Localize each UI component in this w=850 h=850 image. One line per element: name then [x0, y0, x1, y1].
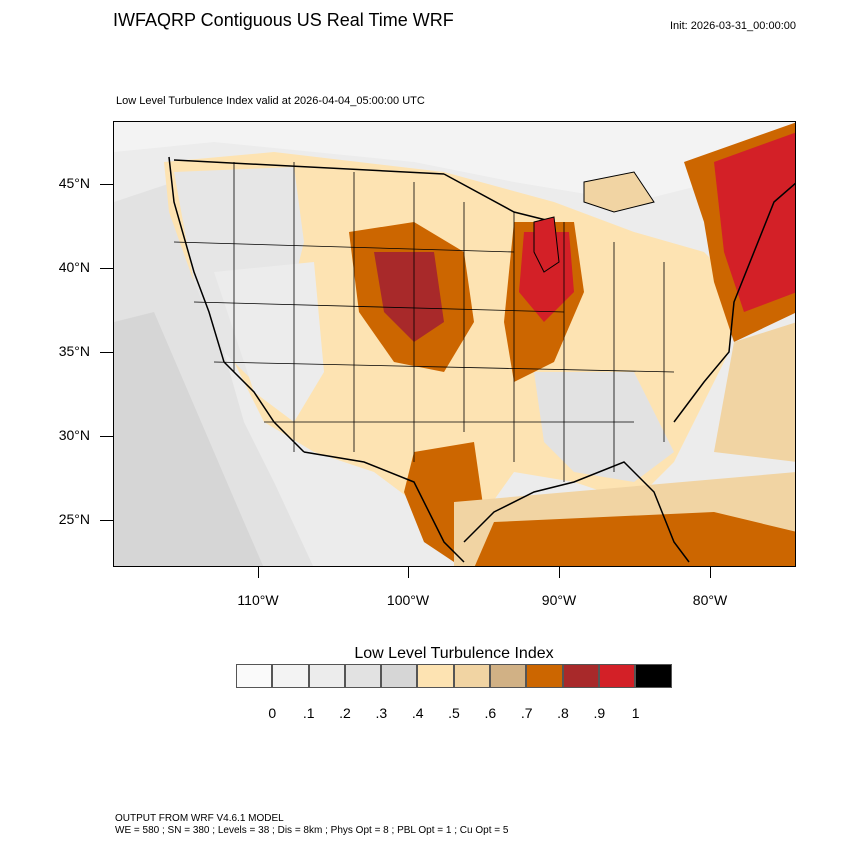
legend-label: .4 [411, 705, 424, 721]
lon-label-80: 80°W [692, 592, 728, 608]
plains-darkred [374, 252, 444, 342]
legend-label: .9 [593, 705, 606, 721]
southern-border [303, 451, 465, 563]
legend-label: .3 [375, 705, 388, 721]
pacific-ocean-darker [114, 312, 264, 566]
lat-tick [100, 520, 113, 521]
field-subtitle: Low Level Turbulence Index valid at 2026… [116, 95, 425, 107]
midwest-red [519, 232, 574, 322]
map-canvas [114, 122, 795, 566]
legend-label: .6 [484, 705, 497, 721]
lon-label-100: 100°W [386, 592, 430, 608]
legend-label: 0 [268, 705, 277, 721]
legend-swatch [490, 664, 527, 688]
gulf-orange [474, 512, 795, 566]
lat-label-35: 35°N [58, 343, 90, 359]
lat-label-40: 40°N [58, 259, 90, 275]
init-time: Init: 2026-03-31_00:00:00 [670, 20, 796, 32]
color-legend [236, 664, 672, 688]
lat-label-30: 30°N [58, 427, 90, 443]
lat-tick [100, 352, 113, 353]
legend-title: Low Level Turbulence Index [354, 645, 554, 662]
map-title: IWFAQRP Contiguous US Real Time WRF [113, 10, 454, 30]
legend-swatch [526, 664, 563, 688]
southwest-gray-area [214, 262, 324, 422]
lat-label-25: 25°N [58, 511, 90, 527]
legend-label: .2 [339, 705, 351, 721]
lake-michigan [533, 216, 560, 273]
legend-swatch [562, 664, 599, 688]
lon-label-110: 110°W [237, 592, 279, 608]
legend-label: .5 [448, 705, 460, 721]
legend-swatch [381, 664, 418, 688]
legend-swatch [635, 664, 672, 688]
legend-label: .7 [520, 705, 533, 721]
legend-label: 1 [631, 705, 640, 721]
northeast-red [714, 132, 795, 312]
legend-label: .1 [302, 705, 315, 721]
legend-swatch [598, 664, 636, 688]
southeast-gray-area [534, 372, 674, 482]
gulf-coastline [463, 461, 690, 563]
east-coastline [673, 182, 795, 423]
lon-tick [710, 567, 711, 578]
legend-swatch [308, 664, 345, 688]
model-info-line2: WE = 580 ; SN = 380 ; Levels = 38 ; Dis … [115, 825, 509, 836]
legend-swatch [453, 664, 491, 688]
legend-swatch [417, 664, 454, 688]
west-coastline [168, 156, 305, 453]
lon-label-90: 90°W [541, 592, 577, 608]
lon-tick [408, 567, 409, 578]
lat-label-45: 45°N [58, 175, 90, 191]
atlantic-shading [714, 322, 795, 462]
state-borders [173, 162, 675, 482]
legend-label: .8 [557, 705, 569, 721]
lake-superior [583, 171, 655, 213]
legend-swatch [344, 664, 382, 688]
lat-tick [100, 184, 113, 185]
model-info-line1: OUTPUT FROM WRF V4.6.1 MODEL [115, 813, 284, 824]
lon-tick [258, 567, 259, 578]
turbulence-map [113, 121, 796, 567]
lat-tick [100, 268, 113, 269]
lon-tick [559, 567, 560, 578]
legend-swatch [236, 664, 273, 688]
lat-tick [100, 436, 113, 437]
legend-swatch [272, 664, 309, 688]
